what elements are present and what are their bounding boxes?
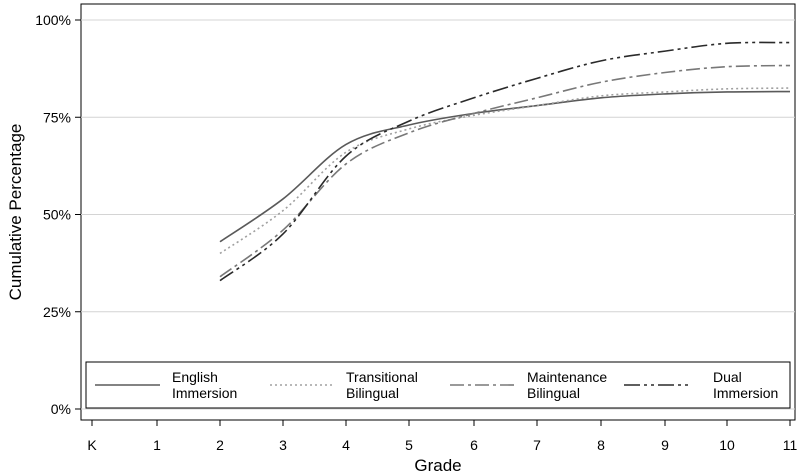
legend-label-3: Immersion [713,385,778,401]
x-tick-label: 3 [279,437,287,453]
y-tick-label: 50% [43,207,71,223]
legend-label-3: Dual [713,369,742,385]
x-tick-label: 7 [533,437,541,453]
y-tick-label: 100% [35,12,71,28]
y-tick-label: 25% [43,304,71,320]
x-tick-label: 5 [405,437,413,453]
x-tick-label: 10 [719,437,735,453]
x-tick-label: 1 [153,437,161,453]
y-tick-label: 0% [51,401,71,417]
series-lines [219,41,791,282]
x-tick-label: 8 [597,437,605,453]
x-tick-label: 2 [216,437,224,453]
x-tick-label: K [87,437,97,453]
x-tick-label: 9 [661,437,669,453]
legend-label-0: English [172,369,218,385]
legend-label-2: Bilingual [527,385,580,401]
legend-label-1: Bilingual [346,385,399,401]
x-axis-title: Grade [414,456,461,475]
legend: EnglishImmersionTransitionalBilingualMai… [85,361,791,409]
gridlines [81,19,795,410]
series-line-1 [219,87,791,255]
legend-label-1: Transitional [346,369,418,385]
series-line-0 [219,90,791,243]
x-axis: K 1 2 3 4 5 6 7 8 9 10 11 [87,420,797,453]
legend-label-0: Immersion [172,385,237,401]
y-tick-label: 75% [43,109,71,125]
plot-area [80,3,796,421]
x-tick-label: 11 [783,437,798,453]
x-tick-label: 6 [470,437,478,453]
x-tick-label: 4 [342,437,350,453]
series-line-2 [219,64,791,278]
legend-label-2: Maintenance [527,369,607,385]
y-axis-title: Cumulative Percentage [6,124,25,301]
y-axis: 0% 25% 50% 75% 100% [35,12,81,417]
